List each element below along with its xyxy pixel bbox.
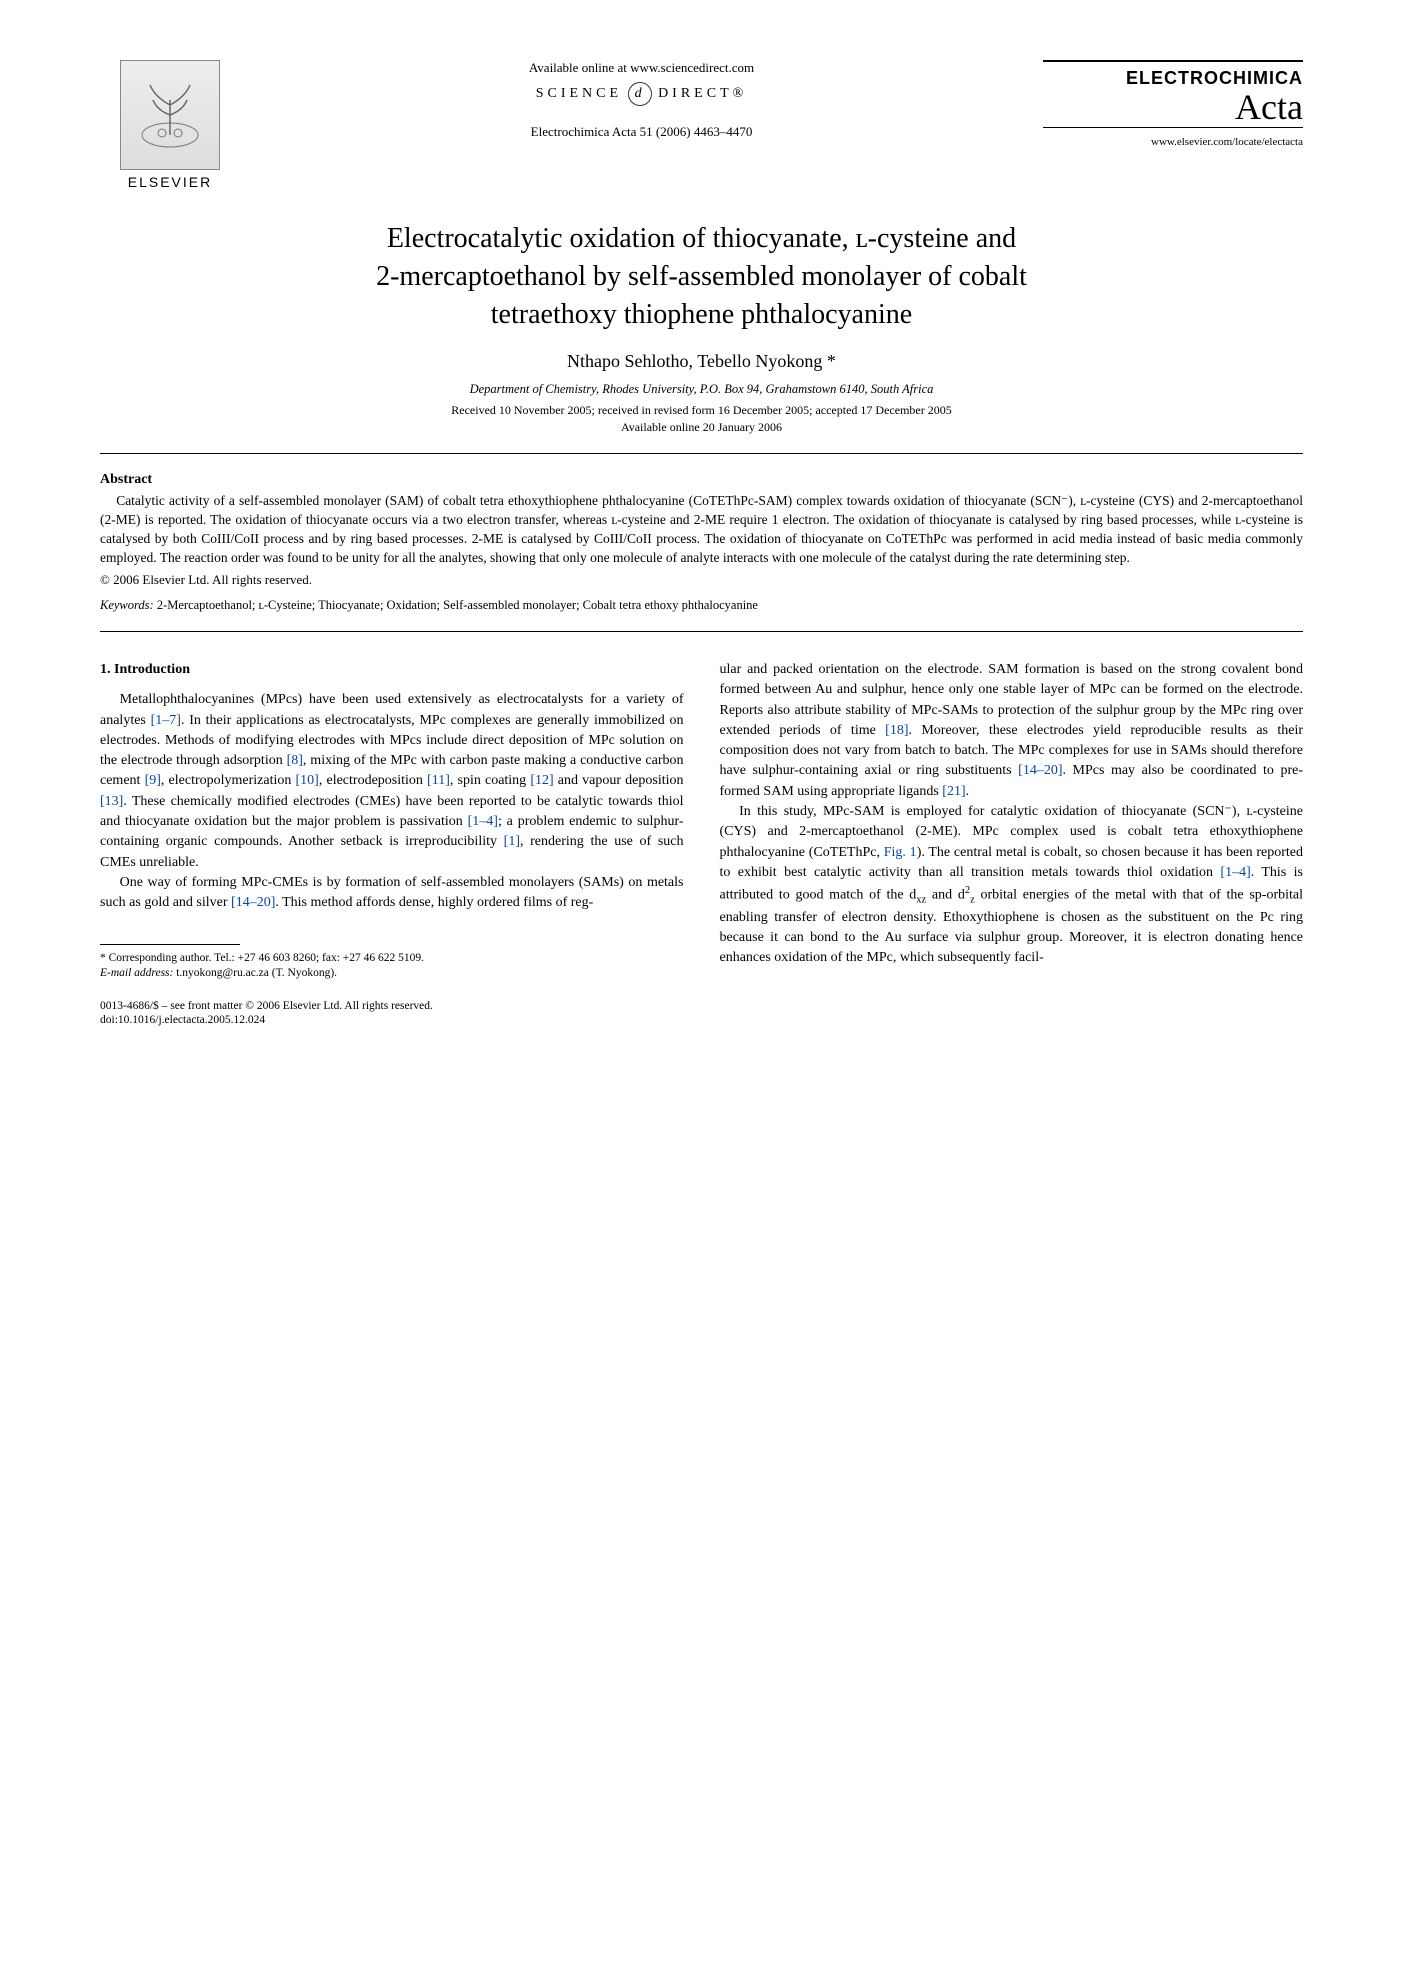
article-title: Electrocatalytic oxidation of thiocyanat… xyxy=(160,220,1243,333)
authors: Nthapo Sehlotho, Tebello Nyokong * xyxy=(100,351,1303,372)
abstract-heading: Abstract xyxy=(100,472,1303,488)
sciencedirect-logo: SCIENCE d DIRECT® xyxy=(240,82,1043,106)
ref-link[interactable]: [21] xyxy=(942,784,965,799)
title-line-1: Electrocatalytic oxidation of thiocyanat… xyxy=(387,223,1016,254)
ref-link[interactable]: [1] xyxy=(504,834,520,849)
title-line-2: 2-mercaptoethanol by self-assembled mono… xyxy=(376,261,1027,292)
corresponding-author-footnote: * Corresponding author. Tel.: +27 46 603… xyxy=(100,951,684,982)
ref-link[interactable]: [14–20] xyxy=(1018,763,1062,778)
ref-link[interactable]: [1–4] xyxy=(1220,865,1250,880)
right-para-1: ular and packed orientation on the elect… xyxy=(720,660,1304,802)
publisher-name: ELSEVIER xyxy=(128,174,212,190)
two-column-body: 1. Introduction Metallophthalocyanines (… xyxy=(100,660,1303,982)
title-line-3: tetraethoxy thiophene phthalocyanine xyxy=(491,299,912,330)
ref-link[interactable]: [14–20] xyxy=(231,895,275,910)
intro-para-2: One way of forming MPc-CMEs is by format… xyxy=(100,873,684,914)
publisher-block: ELSEVIER xyxy=(100,60,240,190)
corr-author-line: * Corresponding author. Tel.: +27 46 603… xyxy=(100,951,684,967)
abstract-text: Catalytic activity of a self-assembled m… xyxy=(100,492,1303,568)
intro-para-1: Metallophthalocyanines (MPcs) have been … xyxy=(100,690,684,873)
keywords-text: 2-Mercaptoethanol; ʟ-Cysteine; Thiocyana… xyxy=(157,598,758,612)
header-row: ELSEVIER Available online at www.science… xyxy=(100,60,1303,190)
available-online-text: Available online at www.sciencedirect.co… xyxy=(240,60,1043,76)
ref-link[interactable]: [11] xyxy=(427,773,450,788)
ref-link[interactable]: [13] xyxy=(100,794,123,809)
journal-name-script: Acta xyxy=(1043,89,1303,125)
ref-link[interactable]: [1–7] xyxy=(151,713,181,728)
sciencedirect-globe-icon: d xyxy=(628,82,652,106)
ref-link[interactable]: [10] xyxy=(296,773,319,788)
ref-link[interactable]: [18] xyxy=(885,723,908,738)
email-line: E-mail address: t.nyokong@ru.ac.za (T. N… xyxy=(100,966,684,982)
journal-name: ELECTROCHIMICA xyxy=(1043,68,1303,89)
available-online-date: Available online 20 January 2006 xyxy=(100,420,1303,435)
keywords-label: Keywords: xyxy=(100,598,154,612)
keywords-line: Keywords: 2-Mercaptoethanol; ʟ-Cysteine;… xyxy=(100,598,1303,613)
ref-link[interactable]: [9] xyxy=(145,773,161,788)
ref-link[interactable]: [8] xyxy=(287,753,303,768)
journal-url: www.elsevier.com/locate/electacta xyxy=(1043,136,1303,148)
section-1-heading: 1. Introduction xyxy=(100,660,684,680)
journal-reference: Electrochimica Acta 51 (2006) 4463–4470 xyxy=(240,124,1043,140)
figure-link[interactable]: Fig. 1 xyxy=(884,845,917,860)
elsevier-logo-svg xyxy=(135,75,205,155)
affiliation: Department of Chemistry, Rhodes Universi… xyxy=(100,382,1303,397)
email-address: t.nyokong@ru.ac.za (T. Nyokong). xyxy=(173,967,337,979)
ref-link[interactable]: [12] xyxy=(530,773,553,788)
elsevier-tree-logo xyxy=(120,60,220,170)
footer-doi-line: doi:10.1016/j.electacta.2005.12.024 xyxy=(100,1014,1303,1026)
journal-name-box: ELECTROCHIMICA Acta xyxy=(1043,60,1303,128)
center-header: Available online at www.sciencedirect.co… xyxy=(240,60,1043,140)
received-dates: Received 10 November 2005; received in r… xyxy=(100,403,1303,418)
email-label: E-mail address: xyxy=(100,967,173,979)
right-para-2: In this study, MPc-SAM is employed for c… xyxy=(720,802,1304,969)
ref-link[interactable]: [1–4] xyxy=(468,814,498,829)
sciencedirect-right: DIRECT® xyxy=(658,86,747,102)
journal-block: ELECTROCHIMICA Acta www.elsevier.com/loc… xyxy=(1043,60,1303,148)
right-column: ular and packed orientation on the elect… xyxy=(720,660,1304,982)
abstract-body: Catalytic activity of a self-assembled m… xyxy=(100,492,1303,568)
left-column: 1. Introduction Metallophthalocyanines (… xyxy=(100,660,684,982)
footer-issn-line: 0013-4686/$ – see front matter © 2006 El… xyxy=(100,1000,1303,1012)
rule-above-abstract xyxy=(100,453,1303,454)
sciencedirect-left: SCIENCE xyxy=(536,86,622,102)
abstract-copyright: © 2006 Elsevier Ltd. All rights reserved… xyxy=(100,572,1303,588)
subscript: xz xyxy=(916,895,926,906)
footnote-separator xyxy=(100,944,240,945)
rule-below-keywords xyxy=(100,631,1303,632)
